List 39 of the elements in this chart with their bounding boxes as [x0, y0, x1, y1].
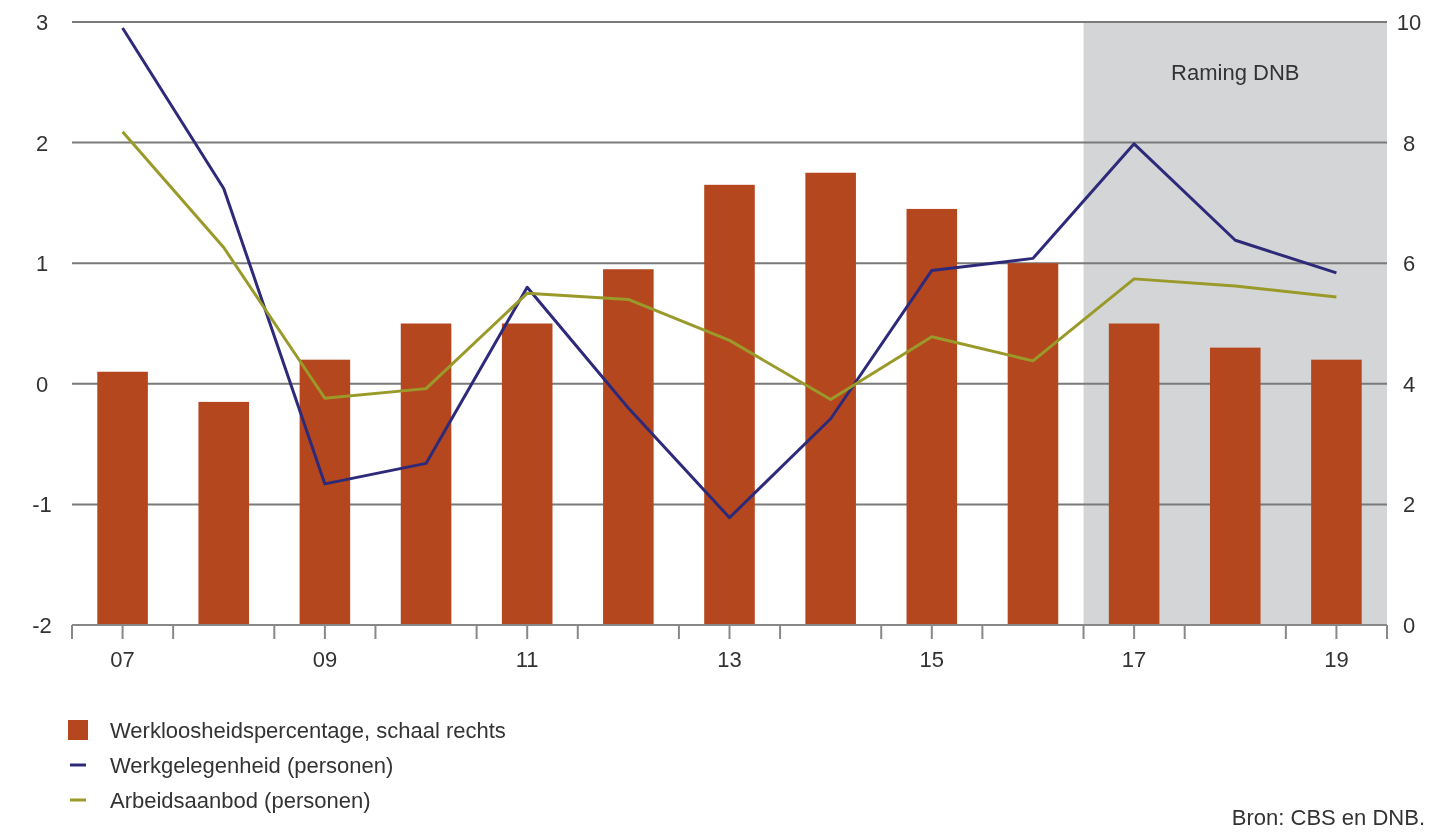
legend-label: Werkgelegenheid (personen) [110, 753, 394, 778]
y-tick-label: -1 [32, 492, 52, 518]
x-tick-label: 13 [717, 647, 742, 672]
y-tick-label: 2 [35, 130, 49, 156]
legend-label: Werkloosheidspercentage, schaal rechts [110, 718, 506, 743]
bar [805, 172, 856, 625]
bar [603, 269, 654, 625]
bar [299, 359, 351, 625]
x-tick-label: 15 [919, 647, 945, 672]
x-tick-label: 09 [312, 647, 338, 672]
bar [1007, 263, 1059, 625]
bar [704, 184, 755, 625]
y2-tick-label: 10 [1396, 10, 1422, 35]
line-series [121, 130, 1338, 401]
bar [1311, 359, 1362, 625]
y2-tick-label: 8 [1402, 130, 1416, 156]
y2-tick-label: 2 [1402, 492, 1416, 518]
y-tick-label: 0 [35, 371, 49, 397]
bar [1209, 347, 1261, 625]
x-tick-label: 11 [515, 647, 539, 672]
text: Bron: CBS en DNB. [1231, 805, 1425, 830]
line-series [121, 26, 1338, 520]
bar [906, 208, 958, 625]
x-tick-label: 07 [110, 647, 135, 672]
y2-tick-label: 4 [1402, 371, 1416, 397]
x-tick-label: 17 [1121, 647, 1147, 672]
bar [501, 323, 553, 625]
y-tick-label: 3 [35, 10, 49, 35]
y2-tick-label: 0 [1402, 613, 1416, 638]
legend-label: Arbeidsaanbod (personen) [110, 788, 371, 813]
band-label: Raming DNB [1171, 60, 1300, 85]
bar [97, 371, 148, 625]
x-tick-label: 19 [1324, 647, 1349, 672]
bar [400, 323, 452, 625]
y-tick-label: 1 [35, 251, 49, 277]
y-tick-label: -2 [32, 613, 52, 638]
y2-tick-label: 6 [1402, 251, 1416, 277]
bar [1108, 323, 1160, 625]
bar [198, 401, 250, 625]
